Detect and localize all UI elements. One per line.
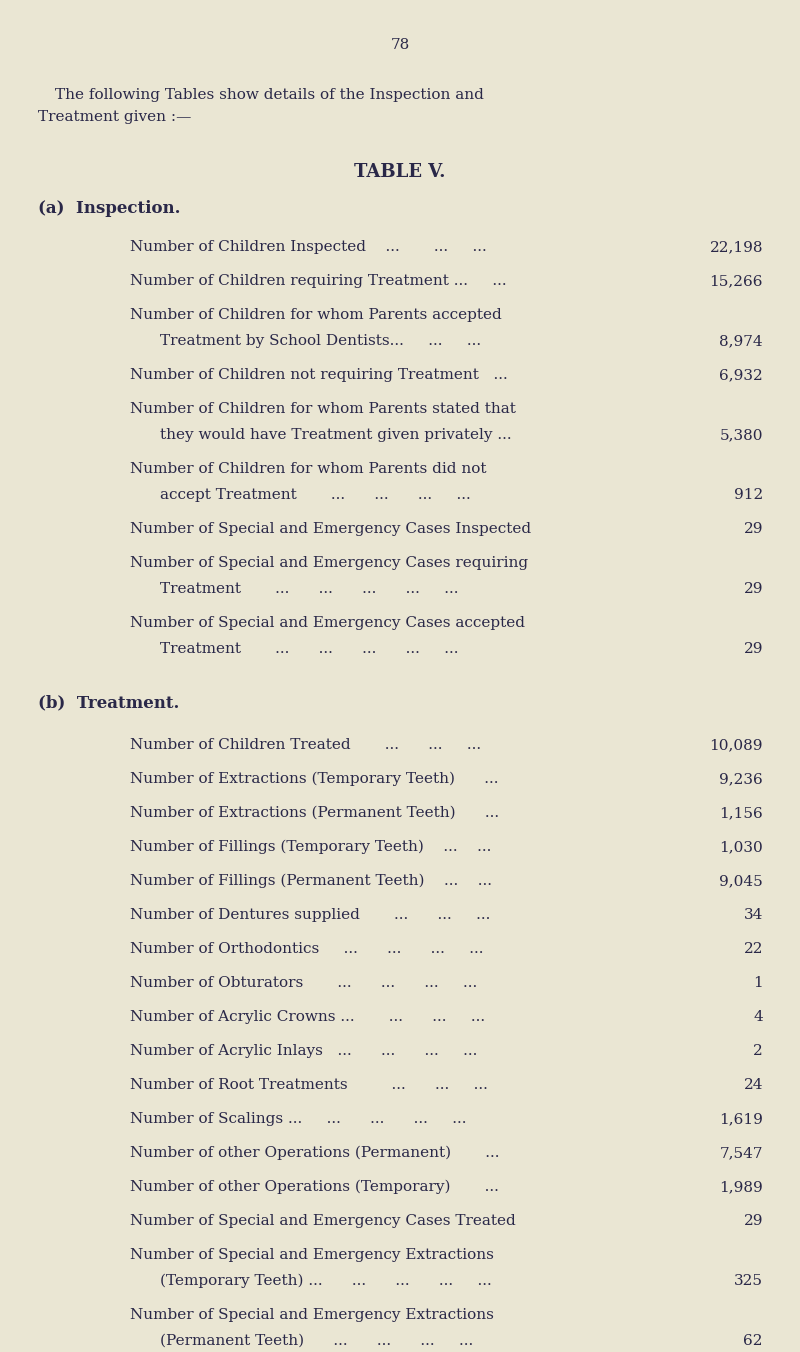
Text: 22: 22 (743, 942, 763, 956)
Text: 78: 78 (390, 38, 410, 51)
Text: Number of Special and Emergency Cases accepted: Number of Special and Emergency Cases ac… (130, 617, 525, 630)
Text: Number of Acrylic Crowns ...       ...      ...     ...: Number of Acrylic Crowns ... ... ... ... (130, 1010, 485, 1023)
Text: Number of Special and Emergency Extractions: Number of Special and Emergency Extracti… (130, 1248, 494, 1261)
Text: 9,236: 9,236 (719, 772, 763, 786)
Text: 29: 29 (743, 1214, 763, 1228)
Text: Number of Obturators       ...      ...      ...     ...: Number of Obturators ... ... ... ... (130, 976, 478, 990)
Text: 1,619: 1,619 (719, 1111, 763, 1126)
Text: TABLE V.: TABLE V. (354, 164, 446, 181)
Text: 15,266: 15,266 (710, 274, 763, 288)
Text: Treatment       ...      ...      ...      ...     ...: Treatment ... ... ... ... ... (160, 642, 458, 656)
Text: The following Tables show details of the Inspection and: The following Tables show details of the… (55, 88, 484, 101)
Text: Number of Children requiring Treatment ...     ...: Number of Children requiring Treatment .… (130, 274, 506, 288)
Text: (a)  Inspection.: (a) Inspection. (38, 200, 181, 218)
Text: Number of Special and Emergency Cases requiring: Number of Special and Emergency Cases re… (130, 556, 528, 571)
Text: Number of Root Treatments         ...      ...     ...: Number of Root Treatments ... ... ... (130, 1078, 488, 1092)
Text: 24: 24 (743, 1078, 763, 1092)
Text: Treatment given :—: Treatment given :— (38, 110, 191, 124)
Text: 22,198: 22,198 (710, 241, 763, 254)
Text: accept Treatment       ...      ...      ...     ...: accept Treatment ... ... ... ... (160, 488, 470, 502)
Text: 1: 1 (754, 976, 763, 990)
Text: 2: 2 (754, 1044, 763, 1059)
Text: Number of Special and Emergency Extractions: Number of Special and Emergency Extracti… (130, 1307, 494, 1322)
Text: 1,156: 1,156 (719, 806, 763, 821)
Text: 62: 62 (743, 1334, 763, 1348)
Text: Number of Extractions (Temporary Teeth)      ...: Number of Extractions (Temporary Teeth) … (130, 772, 498, 787)
Text: 29: 29 (743, 642, 763, 656)
Text: Number of Special and Emergency Cases Treated: Number of Special and Emergency Cases Tr… (130, 1214, 516, 1228)
Text: Number of Dentures supplied       ...      ...     ...: Number of Dentures supplied ... ... ... (130, 909, 490, 922)
Text: Number of Scalings ...     ...      ...      ...     ...: Number of Scalings ... ... ... ... ... (130, 1111, 466, 1126)
Text: Number of Fillings (Temporary Teeth)    ...    ...: Number of Fillings (Temporary Teeth) ...… (130, 840, 491, 854)
Text: 8,974: 8,974 (719, 334, 763, 347)
Text: 5,380: 5,380 (719, 429, 763, 442)
Text: (Permanent Teeth)      ...      ...      ...     ...: (Permanent Teeth) ... ... ... ... (160, 1334, 474, 1348)
Text: Number of Children not requiring Treatment   ...: Number of Children not requiring Treatme… (130, 368, 508, 383)
Text: Treatment       ...      ...      ...      ...     ...: Treatment ... ... ... ... ... (160, 581, 458, 596)
Text: Number of Children for whom Parents accepted: Number of Children for whom Parents acce… (130, 308, 502, 322)
Text: 325: 325 (734, 1274, 763, 1288)
Text: 34: 34 (744, 909, 763, 922)
Text: Number of Acrylic Inlays   ...      ...      ...     ...: Number of Acrylic Inlays ... ... ... ... (130, 1044, 478, 1059)
Text: 4: 4 (754, 1010, 763, 1023)
Text: 9,045: 9,045 (719, 873, 763, 888)
Text: they would have Treatment given privately ...: they would have Treatment given privatel… (160, 429, 512, 442)
Text: 29: 29 (743, 581, 763, 596)
Text: Number of Children for whom Parents stated that: Number of Children for whom Parents stat… (130, 402, 516, 416)
Text: (Temporary Teeth) ...      ...      ...      ...     ...: (Temporary Teeth) ... ... ... ... ... (160, 1274, 492, 1288)
Text: 1,989: 1,989 (719, 1180, 763, 1194)
Text: 29: 29 (743, 522, 763, 535)
Text: Number of Extractions (Permanent Teeth)      ...: Number of Extractions (Permanent Teeth) … (130, 806, 499, 821)
Text: 10,089: 10,089 (710, 738, 763, 752)
Text: Number of Orthodontics     ...      ...      ...     ...: Number of Orthodontics ... ... ... ... (130, 942, 483, 956)
Text: Number of Fillings (Permanent Teeth)    ...    ...: Number of Fillings (Permanent Teeth) ...… (130, 873, 492, 888)
Text: 912: 912 (734, 488, 763, 502)
Text: Number of Children Treated       ...      ...     ...: Number of Children Treated ... ... ... (130, 738, 481, 752)
Text: Number of Children for whom Parents did not: Number of Children for whom Parents did … (130, 462, 486, 476)
Text: Treatment by School Dentists...     ...     ...: Treatment by School Dentists... ... ... (160, 334, 481, 347)
Text: Number of other Operations (Permanent)       ...: Number of other Operations (Permanent) .… (130, 1146, 499, 1160)
Text: 7,547: 7,547 (719, 1146, 763, 1160)
Text: (b)  Treatment.: (b) Treatment. (38, 694, 179, 711)
Text: Number of other Operations (Temporary)       ...: Number of other Operations (Temporary) .… (130, 1180, 499, 1194)
Text: Number of Special and Emergency Cases Inspected: Number of Special and Emergency Cases In… (130, 522, 531, 535)
Text: Number of Children Inspected    ...       ...     ...: Number of Children Inspected ... ... ... (130, 241, 486, 254)
Text: 1,030: 1,030 (719, 840, 763, 854)
Text: 6,932: 6,932 (719, 368, 763, 383)
